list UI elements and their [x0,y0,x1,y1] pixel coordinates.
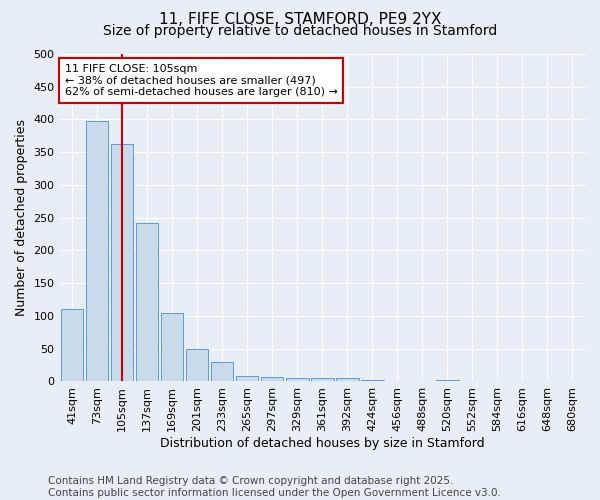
Bar [161,312,184,382]
Y-axis label: Number of detached properties: Number of detached properties [15,119,28,316]
Bar [436,380,458,382]
Bar [186,348,208,382]
Bar [361,380,383,382]
Bar [386,381,409,382]
Text: 11, FIFE CLOSE, STAMFORD, PE9 2YX: 11, FIFE CLOSE, STAMFORD, PE9 2YX [159,12,441,28]
X-axis label: Distribution of detached houses by size in Stamford: Distribution of detached houses by size … [160,437,485,450]
Bar [211,362,233,382]
Text: Size of property relative to detached houses in Stamford: Size of property relative to detached ho… [103,24,497,38]
Bar [236,376,259,382]
Text: 11 FIFE CLOSE: 105sqm
← 38% of detached houses are smaller (497)
62% of semi-det: 11 FIFE CLOSE: 105sqm ← 38% of detached … [65,64,338,97]
Bar [86,122,109,382]
Bar [511,381,534,382]
Bar [336,378,359,382]
Bar [61,310,83,382]
Bar [261,377,283,382]
Bar [111,144,133,382]
Bar [136,223,158,382]
Bar [311,378,334,382]
Bar [286,378,308,382]
Text: Contains HM Land Registry data © Crown copyright and database right 2025.
Contai: Contains HM Land Registry data © Crown c… [48,476,501,498]
